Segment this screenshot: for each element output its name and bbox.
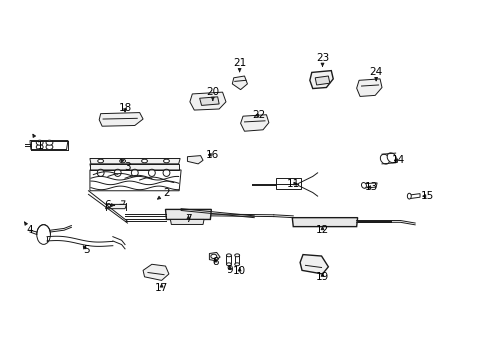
Ellipse shape bbox=[98, 159, 103, 163]
Ellipse shape bbox=[148, 169, 155, 176]
Text: 7: 7 bbox=[185, 215, 191, 224]
Polygon shape bbox=[315, 76, 329, 85]
Polygon shape bbox=[408, 194, 419, 199]
Polygon shape bbox=[90, 164, 178, 169]
Polygon shape bbox=[240, 115, 268, 131]
Text: 17: 17 bbox=[155, 283, 168, 293]
Text: 20: 20 bbox=[206, 87, 219, 100]
Polygon shape bbox=[234, 255, 239, 264]
Text: 2: 2 bbox=[157, 188, 169, 199]
Ellipse shape bbox=[234, 254, 239, 257]
Text: 21: 21 bbox=[232, 58, 246, 72]
Polygon shape bbox=[276, 178, 300, 189]
Polygon shape bbox=[356, 79, 381, 96]
Polygon shape bbox=[189, 92, 225, 110]
Polygon shape bbox=[165, 210, 211, 220]
Text: 8: 8 bbox=[211, 257, 218, 267]
Polygon shape bbox=[187, 156, 203, 164]
Ellipse shape bbox=[380, 154, 389, 164]
Polygon shape bbox=[30, 140, 68, 149]
Text: 5: 5 bbox=[82, 245, 89, 255]
Circle shape bbox=[210, 254, 216, 258]
Text: 23: 23 bbox=[315, 53, 328, 66]
Polygon shape bbox=[232, 76, 247, 90]
Text: 3: 3 bbox=[121, 159, 130, 172]
Ellipse shape bbox=[163, 169, 169, 176]
Text: 14: 14 bbox=[391, 155, 404, 165]
Text: 11: 11 bbox=[286, 179, 299, 189]
Polygon shape bbox=[99, 113, 143, 126]
Polygon shape bbox=[363, 183, 376, 188]
Text: 1: 1 bbox=[33, 134, 43, 151]
Polygon shape bbox=[226, 255, 230, 264]
Text: 6: 6 bbox=[104, 200, 114, 210]
Ellipse shape bbox=[361, 183, 366, 188]
Polygon shape bbox=[300, 255, 328, 274]
Polygon shape bbox=[143, 264, 168, 280]
Circle shape bbox=[46, 144, 53, 149]
Ellipse shape bbox=[142, 159, 147, 163]
Circle shape bbox=[36, 140, 43, 145]
Polygon shape bbox=[199, 97, 219, 105]
Polygon shape bbox=[309, 71, 332, 89]
Ellipse shape bbox=[234, 263, 239, 266]
Polygon shape bbox=[90, 164, 179, 170]
Text: 9: 9 bbox=[226, 265, 233, 275]
Ellipse shape bbox=[386, 153, 396, 163]
Ellipse shape bbox=[226, 263, 231, 266]
Text: 19: 19 bbox=[315, 272, 328, 282]
Ellipse shape bbox=[131, 169, 138, 176]
Text: 24: 24 bbox=[369, 67, 382, 81]
Ellipse shape bbox=[120, 159, 125, 163]
Text: 15: 15 bbox=[420, 191, 433, 201]
Ellipse shape bbox=[97, 169, 104, 176]
Polygon shape bbox=[209, 252, 220, 261]
Text: 4: 4 bbox=[24, 222, 33, 235]
Text: 16: 16 bbox=[206, 150, 219, 160]
Ellipse shape bbox=[163, 159, 169, 163]
Text: 10: 10 bbox=[233, 266, 245, 276]
Text: 13: 13 bbox=[364, 182, 377, 192]
Text: 12: 12 bbox=[315, 225, 328, 235]
Circle shape bbox=[46, 140, 53, 145]
Ellipse shape bbox=[114, 169, 121, 176]
Circle shape bbox=[36, 144, 43, 149]
Polygon shape bbox=[170, 220, 203, 225]
Text: 18: 18 bbox=[118, 103, 131, 113]
Ellipse shape bbox=[226, 254, 231, 257]
Text: 22: 22 bbox=[252, 111, 265, 121]
Ellipse shape bbox=[407, 193, 410, 199]
Polygon shape bbox=[90, 158, 180, 164]
Polygon shape bbox=[105, 204, 126, 209]
Polygon shape bbox=[292, 218, 357, 226]
